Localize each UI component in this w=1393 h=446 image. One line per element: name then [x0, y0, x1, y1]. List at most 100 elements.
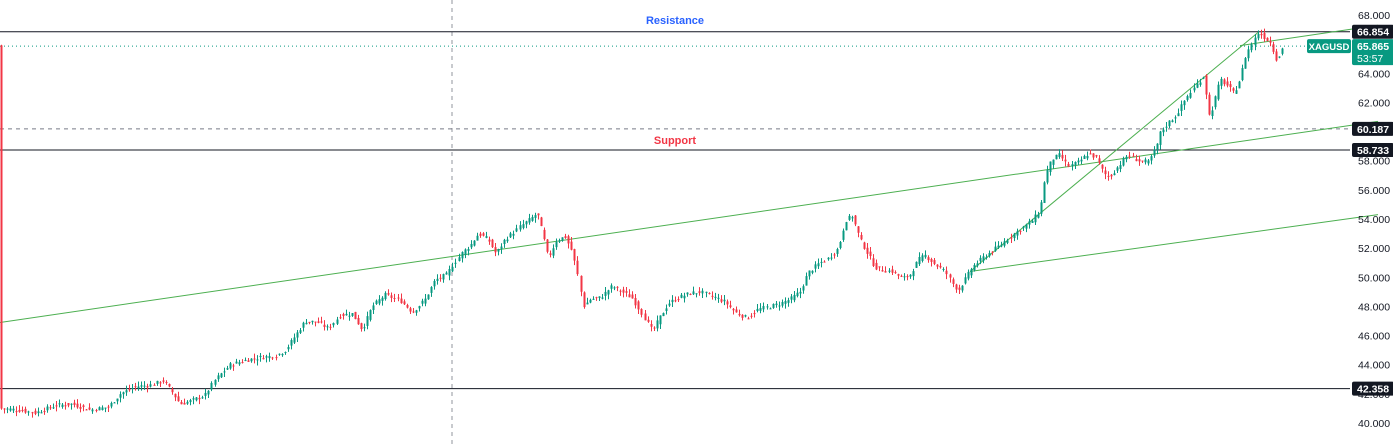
candle-body	[589, 299, 592, 303]
candle-body	[293, 337, 296, 343]
trend-line[interactable]	[969, 214, 1379, 272]
candle-body	[918, 257, 921, 265]
candle-body	[988, 252, 991, 257]
candle-body	[903, 276, 906, 278]
candle-body	[168, 383, 171, 387]
candle-body	[570, 241, 573, 250]
candle-body	[9, 408, 12, 411]
candle-body	[762, 306, 765, 310]
level-badge-text: 60.187	[1357, 124, 1389, 136]
last-price-badge[interactable]	[1352, 39, 1393, 66]
candle-body	[387, 293, 390, 295]
candle-body	[884, 271, 887, 273]
candle-body	[162, 380, 165, 382]
level-badge-text: 58.733	[1357, 145, 1389, 157]
candle-body	[909, 274, 912, 277]
candle-body	[461, 252, 464, 259]
candle-body	[464, 249, 467, 255]
candle-body	[339, 317, 342, 319]
candle-body	[476, 235, 479, 241]
candle-body	[1077, 160, 1080, 163]
candle-body	[55, 405, 58, 407]
candle-body	[1263, 33, 1266, 39]
candle-body	[384, 292, 387, 300]
candle-body	[1281, 48, 1284, 54]
candle-body	[430, 287, 433, 293]
candle-body	[1104, 170, 1107, 175]
candle-body	[31, 412, 34, 414]
level-badge[interactable]	[1352, 24, 1393, 39]
candle-body	[497, 249, 500, 252]
candle-body	[549, 253, 552, 255]
candle-body	[1083, 155, 1086, 159]
candle-body	[817, 263, 820, 267]
candle-body	[82, 405, 85, 408]
candle-body	[259, 355, 262, 358]
candle-body	[40, 412, 43, 414]
candle-body	[153, 384, 156, 386]
candle-body	[1128, 155, 1131, 157]
candle-body	[1223, 79, 1226, 85]
candle-body	[1153, 149, 1156, 156]
candle-body	[1043, 182, 1046, 204]
candle-body	[1202, 77, 1205, 79]
candle-body	[729, 305, 732, 308]
candle-body	[930, 259, 933, 262]
candle-body	[683, 295, 686, 299]
level-badge[interactable]	[1352, 381, 1393, 396]
candle-body	[793, 294, 796, 301]
candle-body	[1113, 173, 1116, 176]
candle-body	[933, 260, 936, 264]
candle-body	[1046, 169, 1049, 183]
candle-body	[939, 265, 942, 268]
candle-body	[198, 397, 201, 400]
candle-body	[695, 293, 698, 295]
candle-body	[299, 330, 302, 333]
candle-body	[970, 269, 973, 276]
candle-body	[271, 357, 274, 359]
candle-body	[406, 305, 409, 308]
candle-body	[537, 213, 540, 216]
candle-body	[1019, 230, 1022, 232]
y-tick-label: 48.000	[1358, 301, 1390, 313]
symbol-tag[interactable]	[1307, 39, 1351, 54]
candle-body	[393, 298, 396, 300]
candle-body	[1037, 214, 1040, 218]
candle-body	[997, 245, 1000, 248]
candle-body	[900, 275, 903, 277]
candle-body	[183, 402, 186, 405]
trend-line[interactable]	[969, 32, 1259, 272]
level-badge[interactable]	[1352, 143, 1393, 158]
candle-body	[1080, 159, 1083, 162]
candle-body	[223, 371, 226, 373]
trend-line[interactable]	[0, 120, 1379, 323]
candle-body	[458, 257, 461, 261]
candle-body	[814, 264, 817, 269]
candle-body	[1034, 214, 1037, 223]
candle-body	[436, 278, 439, 281]
level-badge[interactable]	[1352, 121, 1393, 136]
candle-body	[427, 294, 430, 300]
candle-body	[616, 286, 619, 288]
candle-body	[1110, 174, 1113, 177]
candle-body	[659, 315, 662, 325]
candle-body	[1098, 158, 1101, 163]
candle-body	[680, 294, 683, 298]
candle-body	[165, 382, 168, 384]
candle-body	[134, 386, 137, 388]
candle-body	[625, 291, 628, 293]
candle-body	[189, 400, 192, 403]
candle-body	[220, 373, 223, 378]
candle-body	[1071, 164, 1074, 167]
candle-body	[1132, 155, 1135, 157]
candle-body	[915, 261, 918, 268]
candle-body	[24, 408, 27, 413]
candle-body	[1092, 153, 1095, 158]
candle-body	[284, 352, 287, 354]
candle-body	[454, 262, 457, 264]
candle-body	[1067, 163, 1070, 167]
y-tick-label: 68.000	[1358, 10, 1390, 22]
candle-body	[689, 293, 692, 295]
